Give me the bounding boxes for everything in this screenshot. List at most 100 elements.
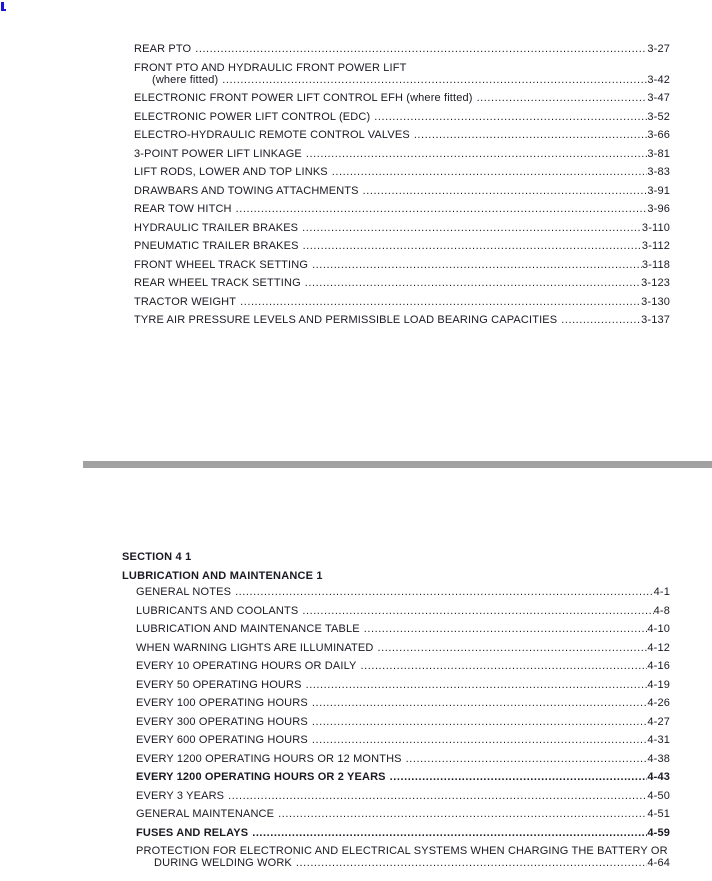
toc-entry: ELECTRO-HYDRAULIC REMOTE CONTROL VALVES.… xyxy=(134,129,670,141)
toc-entry-label: EVERY 3 YEARS xyxy=(136,789,225,802)
toc-page-number: 3-52 xyxy=(647,110,670,123)
toc-entry: 3-POINT POWER LIFT LINKAGE..............… xyxy=(134,148,670,160)
toc-entry-label: EVERY 100 OPERATING HOURS xyxy=(136,697,308,709)
toc-entry: LUBRICATION AND MAINTENANCE TABLE.......… xyxy=(136,623,670,635)
dot-leader: ........................................… xyxy=(561,314,641,326)
toc-entry: GENERAL NOTES...........................… xyxy=(136,586,670,598)
section-4-block: SECTION 4 1 LUBRICATION AND MAINTENANCE … xyxy=(122,551,670,876)
toc-entry-label: DRAWBARS AND TOWING ATTACHMENTS xyxy=(134,184,359,197)
dot-leader: ........................................… xyxy=(252,826,648,839)
dot-leader: ........................................… xyxy=(389,771,648,783)
toc-page-number: 4-19 xyxy=(647,678,670,691)
toc-entry: EVERY 1200 OPERATING HOURS OR 12 MONTHS.… xyxy=(136,753,670,765)
toc-entry: EVERY 300 OPERATING HOURS...............… xyxy=(136,716,670,728)
dot-leader: ........................................… xyxy=(302,604,653,617)
toc-entry-label: LIFT RODS, LOWER AND TOP LINKS xyxy=(134,166,328,178)
dot-leader: ........................................… xyxy=(312,258,642,271)
toc-page-number: 3-137 xyxy=(641,314,670,326)
toc-page-number: 4-59 xyxy=(647,826,670,839)
toc-entry: FUSES AND RELAYS........................… xyxy=(136,827,670,839)
toc-entry-label: PNEUMATIC TRAILER BRAKES xyxy=(134,240,299,252)
toc-entry-label: REAR PTO xyxy=(134,43,192,55)
toc-page-number: 3-91 xyxy=(647,184,670,197)
dot-leader: ........................................… xyxy=(195,43,647,55)
toc-entry: GENERAL MAINTENANCE.....................… xyxy=(136,808,670,820)
toc-entry: TRACTOR WEIGHT..........................… xyxy=(134,296,670,308)
toc-page-number: 3-81 xyxy=(647,147,670,160)
toc-entry: HYDRAULIC TRAILER BRAKES................… xyxy=(134,222,670,234)
toc-entry-label: PROTECTION FOR ELECTRONIC AND ELECTRICAL… xyxy=(136,845,668,857)
toc-page-number: 4-43 xyxy=(647,771,670,783)
dot-leader: ........................................… xyxy=(413,129,648,141)
toc-section-3-list: REAR PTO................................… xyxy=(134,43,670,333)
toc-page-number: 3-27 xyxy=(647,43,670,55)
toc-page-number: 4-64 xyxy=(647,857,670,869)
toc-page-number: 3-130 xyxy=(641,295,670,308)
dot-leader: ........................................… xyxy=(476,92,648,104)
dot-leader: ........................................… xyxy=(222,73,648,86)
dot-leader: ........................................… xyxy=(363,623,648,635)
toc-entry-label: FUSES AND RELAYS xyxy=(136,826,249,839)
toc-entry: LIFT RODS, LOWER AND TOP LINKS..........… xyxy=(134,166,670,178)
toc-entry-label: WHEN WARNING LIGHTS ARE ILLUMINATED xyxy=(136,641,374,654)
toc-entry: FRONT PTO AND HYDRAULIC FRONT POWER LIFT… xyxy=(134,62,670,86)
dot-leader: ........................................… xyxy=(305,678,648,691)
dot-leader: ........................................… xyxy=(311,715,648,728)
toc-entry: ELECTRONIC POWER LIFT CONTROL (EDC).....… xyxy=(134,111,670,123)
toc-page-number: 3-66 xyxy=(647,129,670,141)
section-4-chapter-title: LUBRICATION AND MAINTENANCE 1 xyxy=(122,569,323,582)
toc-entry: PNEUMATIC TRAILER BRAKES................… xyxy=(134,240,670,252)
toc-entry-label: ELECTRONIC FRONT POWER LIFT CONTROL EFH … xyxy=(134,92,473,104)
corner-artifact-icon xyxy=(1,2,6,11)
toc-entry-label: REAR TOW HITCH xyxy=(134,203,232,215)
toc-entry-label: EVERY 10 OPERATING HOURS OR DAILY xyxy=(136,660,357,672)
toc-entry: EVERY 600 OPERATING HOURS...............… xyxy=(136,734,670,746)
toc-entry: PROTECTION FOR ELECTRONIC AND ELECTRICAL… xyxy=(136,845,670,869)
toc-entry: LUBRICANTS AND COOLANTS.................… xyxy=(136,605,670,617)
toc-entry-label: REAR WHEEL TRACK SETTING xyxy=(134,277,301,289)
toc-entry: EVERY 50 OPERATING HOURS................… xyxy=(136,679,670,691)
toc-entry: FRONT WHEEL TRACK SETTING...............… xyxy=(134,259,670,271)
dot-leader: ........................................… xyxy=(295,857,647,869)
toc-page-number: 4-8 xyxy=(653,604,670,617)
toc-entry-label: TRACTOR WEIGHT xyxy=(134,295,237,308)
dot-leader: ........................................… xyxy=(360,660,648,672)
toc-page-number: 4-51 xyxy=(647,808,670,820)
toc-entry: WHEN WARNING LIGHTS ARE ILLUMINATED.....… xyxy=(136,642,670,654)
dot-leader: ........................................… xyxy=(240,295,642,308)
toc-page-number: 3-42 xyxy=(647,73,670,86)
toc-section-4-list: GENERAL NOTES...........................… xyxy=(122,586,670,869)
toc-page-number: 4-10 xyxy=(647,623,670,635)
toc-page-number: 3-112 xyxy=(641,240,670,252)
toc-page-number: 4-38 xyxy=(647,752,670,765)
toc-entry: REAR WHEEL TRACK SETTING................… xyxy=(134,277,670,289)
toc-page-number: 3-123 xyxy=(641,277,670,289)
toc-page-number: 4-1 xyxy=(653,586,670,598)
toc-page-number: 4-16 xyxy=(647,660,670,672)
toc-entry: TYRE AIR PRESSURE LEVELS AND PERMISSIBLE… xyxy=(134,314,670,326)
toc-entry: REAR PTO................................… xyxy=(134,43,670,55)
dot-leader: ........................................… xyxy=(331,166,648,178)
toc-entry-label: (where fitted) xyxy=(152,73,219,86)
toc-entry-label: EVERY 50 OPERATING HOURS xyxy=(136,678,302,691)
toc-page-number: 4-31 xyxy=(647,734,670,746)
toc-entry-label: ELECTRO-HYDRAULIC REMOTE CONTROL VALVES xyxy=(134,129,410,141)
toc-entry: REAR TOW HITCH..........................… xyxy=(134,203,670,215)
toc-page-number: 4-27 xyxy=(647,715,670,728)
dot-leader: ........................................… xyxy=(362,184,648,197)
toc-entry: ELECTRONIC FRONT POWER LIFT CONTROL EFH … xyxy=(134,92,670,104)
section-4-title: SECTION 4 1 xyxy=(122,551,192,563)
dot-leader: ........................................… xyxy=(405,752,648,765)
dot-leader: ........................................… xyxy=(311,697,648,709)
toc-entry: EVERY 1200 OPERATING HOURS OR 2 YEARS...… xyxy=(136,771,670,783)
toc-entry-label: TYRE AIR PRESSURE LEVELS AND PERMISSIBLE… xyxy=(134,314,558,326)
toc-entry-label: EVERY 1200 OPERATING HOURS OR 12 MONTHS xyxy=(136,752,402,765)
toc-page-number: 4-50 xyxy=(647,789,670,802)
toc-page-number: 3-96 xyxy=(647,203,670,215)
dot-leader: ........................................… xyxy=(374,110,647,123)
toc-entry: EVERY 10 OPERATING HOURS OR DAILY.......… xyxy=(136,660,670,672)
toc-entry-label: DURING WELDING WORK xyxy=(154,857,292,869)
dot-leader: ........................................… xyxy=(377,641,648,654)
dot-leader: ........................................… xyxy=(278,808,647,820)
